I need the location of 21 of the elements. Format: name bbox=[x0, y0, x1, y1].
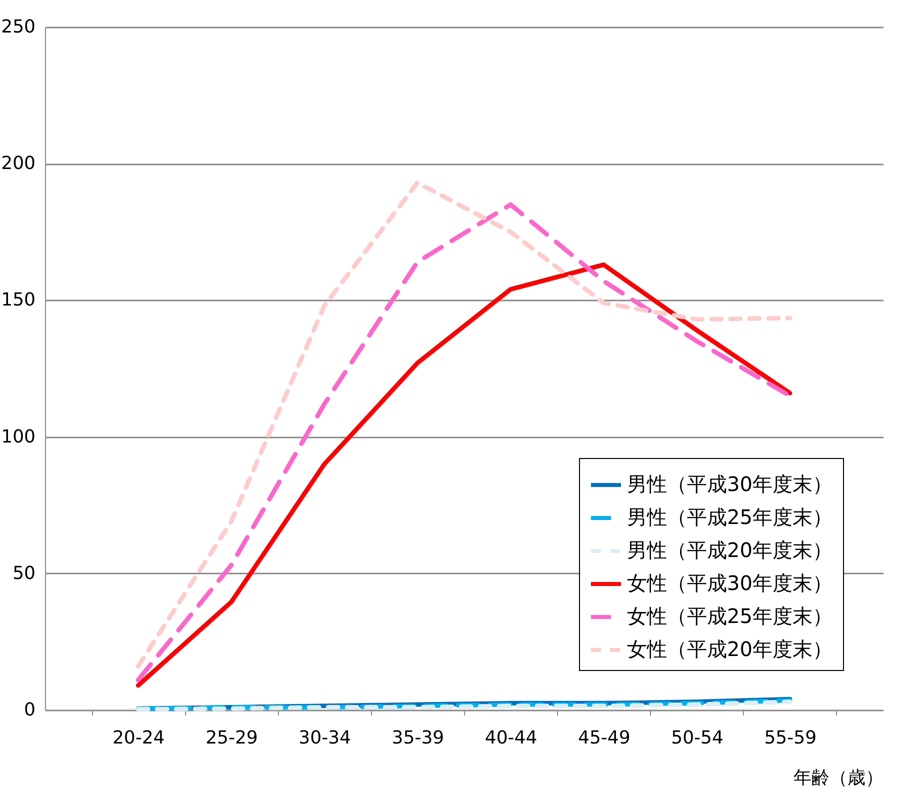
legend-label: 男性（平成25年度末） bbox=[627, 505, 832, 529]
legend-label: 女性（平成30年度末） bbox=[627, 571, 832, 595]
legend-label: 女性（平成25年度末） bbox=[627, 604, 832, 628]
y-tick-label: 0 bbox=[24, 700, 36, 720]
y-tick-label: 250 bbox=[1, 16, 36, 38]
x-tick-label: 50-54 bbox=[671, 728, 724, 748]
y-tick-label: 50 bbox=[12, 562, 36, 584]
legend-label: 女性（平成20年度末） bbox=[627, 637, 832, 661]
x-tick-label: 35-39 bbox=[392, 728, 444, 748]
x-tick-label: 55-59 bbox=[764, 728, 817, 748]
legend-label: 男性（平成20年度末） bbox=[627, 538, 832, 562]
x-tick-label: 40-44 bbox=[484, 728, 538, 748]
x-tick-label: 25-29 bbox=[206, 728, 258, 748]
y-tick-label: 150 bbox=[1, 290, 36, 311]
legend-label: 男性（平成30年度末） bbox=[627, 472, 832, 496]
x-axis-title: 年齢（歳） bbox=[794, 768, 884, 788]
y-tick-label: 100 bbox=[1, 426, 36, 448]
x-tick-label: 30-34 bbox=[298, 728, 351, 748]
y-tick-label: 200 bbox=[1, 153, 36, 174]
x-tick-label: 20-24 bbox=[112, 728, 165, 748]
x-tick-label: 45-49 bbox=[578, 728, 630, 748]
